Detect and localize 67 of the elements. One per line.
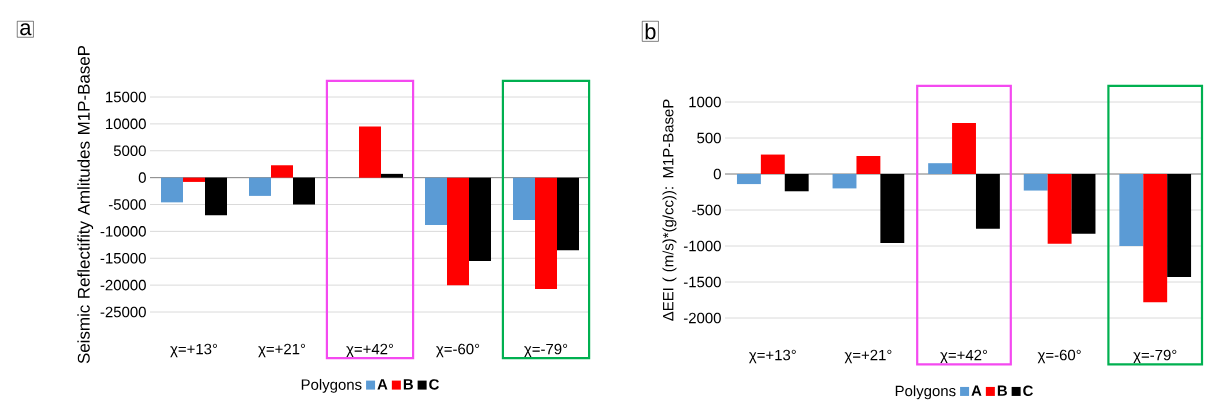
x-tick-label: χ=+13° xyxy=(749,349,796,364)
bar xyxy=(161,177,184,203)
y-tick-label: 1000 xyxy=(689,96,721,108)
legend-title: Polygons xyxy=(301,378,362,393)
bar xyxy=(1167,174,1192,277)
bar xyxy=(381,173,404,178)
bar xyxy=(359,126,382,178)
y-tick-label: -1500 xyxy=(683,276,721,288)
x-tick-label: χ=+13° xyxy=(170,343,218,358)
bar xyxy=(425,177,448,225)
legend-label: B xyxy=(403,379,413,390)
legend-label: C xyxy=(1023,385,1033,397)
bar xyxy=(928,163,953,174)
y-tick-label: -2000 xyxy=(683,312,721,324)
text: a xyxy=(20,23,32,36)
x-tick-label: χ=-60° xyxy=(1037,349,1081,364)
x-tick-label: χ=+42° xyxy=(346,343,394,358)
bar xyxy=(271,165,294,178)
legend-label: B xyxy=(997,385,1007,396)
x-tick-label: χ=-60° xyxy=(436,343,480,358)
legend-title: Polygons xyxy=(895,385,956,400)
bar xyxy=(205,177,228,216)
y-tick-label: 500 xyxy=(697,132,721,144)
legend-label: A xyxy=(971,385,982,396)
bar xyxy=(447,177,470,286)
bar xyxy=(249,177,272,196)
y-tick-label: 10000 xyxy=(106,118,146,130)
bar xyxy=(975,174,1000,229)
bar xyxy=(736,174,761,185)
bar xyxy=(1071,174,1096,234)
bar xyxy=(1119,174,1144,246)
x-tick-label: χ=+42° xyxy=(940,349,988,364)
bar xyxy=(1143,174,1168,303)
bar xyxy=(469,177,492,261)
bar xyxy=(760,154,785,174)
y-axis-title: ΔEEI ( (m/s)*(g/cc)): M1P-BaseP xyxy=(662,99,677,321)
bar xyxy=(880,174,905,244)
y-tick-label: -10000 xyxy=(100,226,146,237)
bar xyxy=(1023,174,1048,191)
legend-label: A xyxy=(377,379,388,390)
bar xyxy=(832,174,857,189)
y-tick-label: -1000 xyxy=(683,240,721,252)
text: b xyxy=(645,23,656,40)
x-tick-label: χ=-79° xyxy=(524,343,568,358)
y-tick-label: 0 xyxy=(713,168,721,180)
y-tick-label: -5000 xyxy=(108,199,146,210)
y-tick-label: -15000 xyxy=(100,252,146,264)
x-tick-label: χ=+21° xyxy=(844,349,892,364)
y-tick-label: -20000 xyxy=(100,279,146,291)
y-tick-label: 5000 xyxy=(113,145,146,157)
bar xyxy=(293,177,316,205)
bar xyxy=(535,177,558,289)
x-tick-label: χ=+21° xyxy=(258,343,306,358)
bar xyxy=(1047,174,1072,244)
bar xyxy=(183,177,206,182)
bar xyxy=(557,177,580,251)
legend-label: C xyxy=(429,379,439,390)
y-tick-label: -500 xyxy=(692,204,721,216)
x-tick-label: χ=-79° xyxy=(1133,349,1177,364)
y-tick-label: -25000 xyxy=(100,306,146,318)
bar xyxy=(784,174,809,192)
y-axis-title: Seismic Reflectifity Amlitudes M1P-BaseP xyxy=(77,45,94,364)
bar xyxy=(952,122,976,174)
y-tick-label: 15000 xyxy=(106,91,146,103)
y-tick-label: 0 xyxy=(138,172,146,183)
bar xyxy=(513,177,536,221)
bar xyxy=(856,156,881,174)
